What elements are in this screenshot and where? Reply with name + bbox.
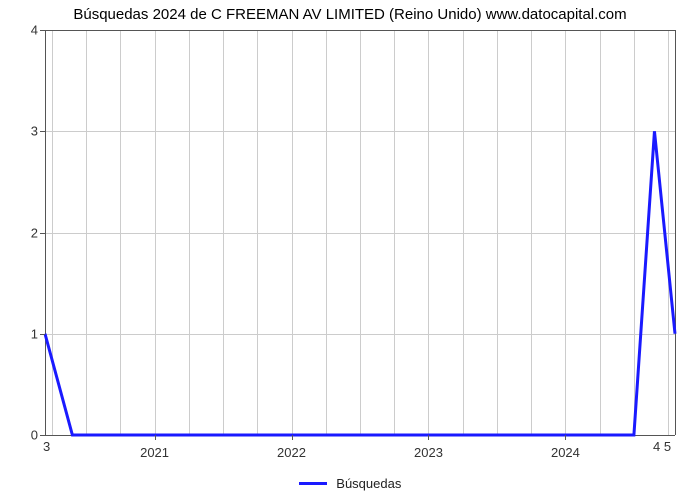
y-tick-label: 1 [10,326,38,341]
x-tick-mark [292,435,293,440]
y-tick-mark [40,334,45,335]
x-corner-label-right: 4 5 [653,439,671,454]
series-path [45,131,675,435]
y-tick-label: 2 [10,225,38,240]
y-tick-label: 3 [10,124,38,139]
y-tick-label: 0 [10,428,38,443]
legend: Búsquedas [0,475,700,491]
x-tick-mark [428,435,429,440]
x-tick-mark [565,435,566,440]
x-corner-label-left: 3 [43,439,50,454]
x-tick-mark [155,435,156,440]
y-tick-mark [40,435,45,436]
line-series [45,30,675,435]
chart-title: Búsquedas 2024 de C FREEMAN AV LIMITED (… [0,6,700,23]
axis-line [675,30,676,435]
x-tick-label: 2021 [140,445,169,460]
legend-label: Búsquedas [336,476,401,491]
plot-area [45,30,675,435]
x-tick-label: 2024 [551,445,580,460]
chart-container: Búsquedas 2024 de C FREEMAN AV LIMITED (… [0,0,700,500]
y-tick-mark [40,233,45,234]
y-tick-mark [40,131,45,132]
y-tick-label: 4 [10,23,38,38]
legend-swatch [299,482,327,485]
y-tick-mark [40,30,45,31]
x-tick-label: 2022 [277,445,306,460]
x-tick-label: 2023 [414,445,443,460]
